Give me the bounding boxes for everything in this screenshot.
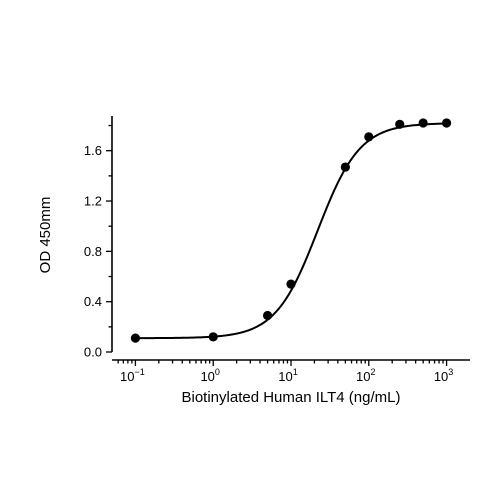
y-axis-title: OD 450mm xyxy=(37,197,54,274)
x-tick-label: 100 xyxy=(200,367,219,384)
x-tick-label: 10−1 xyxy=(120,367,145,384)
data-point xyxy=(340,162,350,172)
y-tick-label: 0.8 xyxy=(84,244,102,259)
data-point xyxy=(441,118,452,128)
y-axis: 0.0 0.4 0.8 1.2 1.6 xyxy=(84,116,113,360)
data-point xyxy=(364,132,374,142)
x-tick-label: 101 xyxy=(278,367,297,384)
y-tick-label: 1.6 xyxy=(84,143,102,158)
x-tick-label: 103 xyxy=(434,367,453,384)
x-tick-label: 102 xyxy=(356,367,375,384)
y-tick-label: 0.4 xyxy=(84,294,102,309)
data-points xyxy=(130,118,452,343)
fit-curve-layer xyxy=(135,122,447,340)
data-point xyxy=(208,332,218,342)
y-tick-label: 1.2 xyxy=(84,194,102,209)
fit-curve xyxy=(135,122,447,340)
data-point xyxy=(130,333,141,343)
data-point xyxy=(262,310,273,321)
data-point xyxy=(286,279,296,289)
x-axis: 10−1 100 101 102 103 xyxy=(112,359,470,384)
x-axis-title: Biotinylated Human ILT4 (ng/mL) xyxy=(182,389,401,406)
data-point xyxy=(418,118,428,128)
y-tick-label: 0.0 xyxy=(84,345,102,360)
data-point xyxy=(395,119,405,129)
